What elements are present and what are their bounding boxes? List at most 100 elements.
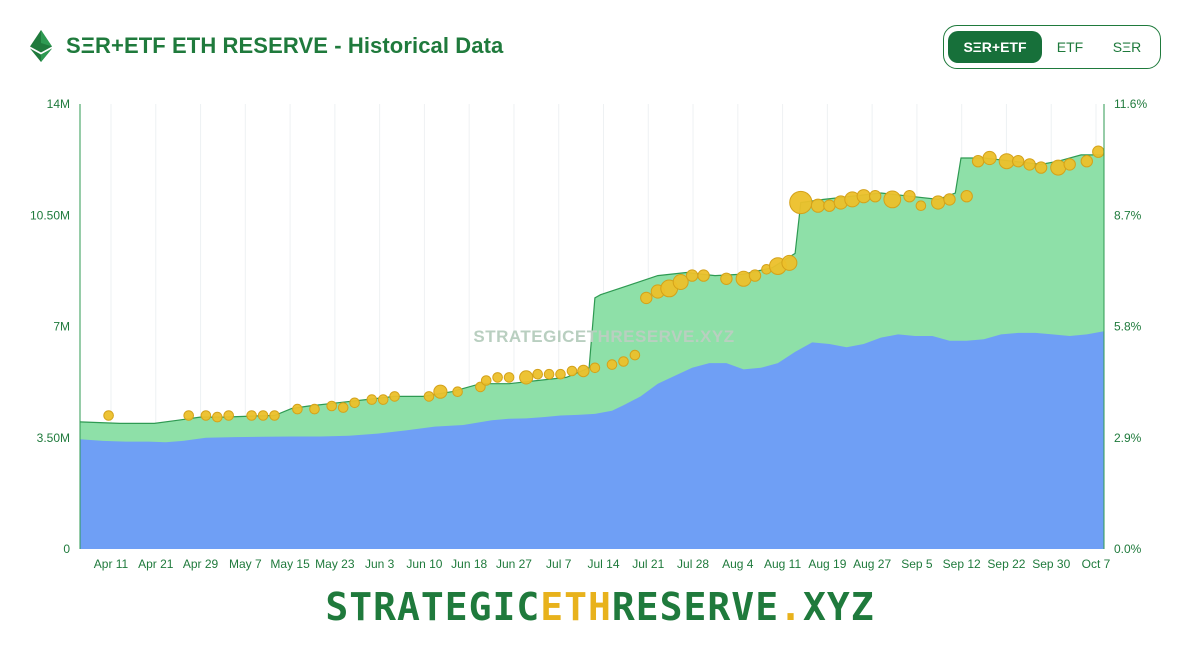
toggle-ser-etf-button[interactable]: SΞR+ETF <box>948 31 1042 63</box>
bubble-point <box>452 386 463 398</box>
bubble-point <box>971 155 985 168</box>
bubble-point <box>1080 155 1094 168</box>
y-left-tick-label: 14M <box>47 97 70 111</box>
bubble-point <box>555 368 566 380</box>
y-left-tick-label: 0 <box>63 542 70 556</box>
bubble-point <box>1023 158 1036 171</box>
bubble-point <box>629 349 641 361</box>
bubble-point <box>640 291 653 305</box>
ethereum-icon <box>30 30 52 62</box>
bubble-point <box>998 153 1015 170</box>
bubble-point <box>869 190 882 203</box>
watermark-text: STRATEGICETHRESERVE.XYZ <box>473 327 734 346</box>
x-tick-label: Jul 14 <box>587 557 619 571</box>
x-tick-label: Sep 30 <box>1032 557 1070 571</box>
footer-logo: STRATEGICETHRESERVE.XYZ <box>0 585 1200 629</box>
bubble-point <box>337 402 349 413</box>
bubble-point <box>103 410 114 421</box>
footer-logo-part5: XYZ <box>802 585 875 629</box>
bubble-point <box>1012 155 1025 168</box>
footer-logo-part1: STRATEGIC <box>325 585 541 629</box>
bubble-point <box>903 190 916 203</box>
bubble-point <box>246 410 257 421</box>
bubble-point <box>366 394 378 405</box>
y-right-tick-label: 11.6% <box>1114 97 1147 111</box>
x-tick-label: Jul 28 <box>677 557 709 571</box>
footer-logo-part2: ETH <box>540 585 612 629</box>
page-title: SΞR+ETF ETH RESERVE - Historical Data <box>66 33 504 58</box>
bubble-point <box>389 391 400 402</box>
bubble-point <box>577 364 590 378</box>
bubble-point <box>1034 161 1048 174</box>
bubble-point <box>423 391 435 402</box>
x-tick-label: Jun 18 <box>451 557 487 571</box>
bubble-point <box>326 400 338 412</box>
footer-logo-part4: . <box>779 585 803 629</box>
x-tick-label: Aug 27 <box>853 557 891 571</box>
y-left-tick-label: 7M <box>53 320 70 334</box>
bubble-point <box>781 254 798 271</box>
x-tick-label: May 23 <box>315 557 355 571</box>
bubble-point <box>532 368 544 380</box>
toggle-etf-button[interactable]: ETF <box>1056 39 1084 55</box>
bubble-point <box>960 190 973 203</box>
bubble-point <box>269 410 280 421</box>
bubble-point <box>789 190 813 215</box>
bubble-point <box>257 410 269 421</box>
x-tick-label: May 15 <box>270 557 310 571</box>
bubble-point <box>377 394 389 405</box>
bubble-point <box>543 368 555 380</box>
bubble-point <box>943 193 956 206</box>
bubble-point <box>519 370 534 385</box>
y-right-tick-label: 2.9% <box>1114 431 1142 445</box>
bubble-point <box>292 403 303 415</box>
y-right-tick-label: 0.0% <box>1114 542 1142 556</box>
y-left-tick-label: 10.50M <box>30 208 70 222</box>
bubble-point <box>1050 159 1067 176</box>
x-tick-label: May 7 <box>229 557 262 571</box>
x-tick-label: Apr 21 <box>138 557 174 571</box>
y-left-tick-label: 3.50M <box>37 431 70 445</box>
x-tick-label: Aug 4 <box>722 557 754 571</box>
y-right-tick-label: 8.7% <box>1114 208 1142 222</box>
bubble-point <box>589 362 601 374</box>
bubble-point <box>212 411 223 423</box>
bubble-point <box>492 372 503 383</box>
bubble-point <box>810 198 826 213</box>
bubble-point <box>856 189 871 204</box>
bubble-point <box>503 372 515 383</box>
bubble-point <box>183 410 194 421</box>
bubble-point <box>606 359 618 370</box>
x-tick-label: Sep 22 <box>987 557 1025 571</box>
x-tick-label: Jun 27 <box>496 557 532 571</box>
bubble-point <box>931 195 946 210</box>
bubble-point <box>735 270 752 287</box>
bubble-point <box>697 269 710 282</box>
bubble-point <box>823 199 836 212</box>
x-tick-label: Aug 19 <box>808 557 846 571</box>
x-tick-label: Apr 29 <box>183 557 219 571</box>
bubble-point <box>309 403 320 415</box>
bubble-point <box>748 269 762 282</box>
bubble-point <box>982 150 997 166</box>
footer-logo-part3: RESERVE <box>611 585 780 629</box>
x-tick-label: Jul 7 <box>546 557 572 571</box>
bubble-point <box>480 375 492 386</box>
bubble-point <box>349 397 360 409</box>
bubble-point <box>618 356 629 367</box>
bubble-point <box>883 190 902 209</box>
chart-header: SΞR+ETF ETH RESERVE - Historical Data <box>30 30 503 62</box>
y-right-tick-label: 5.8% <box>1114 320 1142 334</box>
x-tick-label: Aug 11 <box>764 557 801 571</box>
dataset-toggle: SΞR+ETF ETF SΞR <box>943 25 1161 69</box>
toggle-ser-button[interactable]: SΞR <box>1112 39 1142 55</box>
bubble-point <box>720 272 733 285</box>
bubble-point <box>433 384 448 399</box>
bubble-point <box>1063 158 1076 171</box>
bubble-point <box>200 410 212 421</box>
etf-area <box>80 331 1104 549</box>
bubble-point <box>223 410 234 421</box>
x-tick-label: Oct 7 <box>1082 557 1111 571</box>
x-tick-label: Sep 12 <box>943 557 981 571</box>
